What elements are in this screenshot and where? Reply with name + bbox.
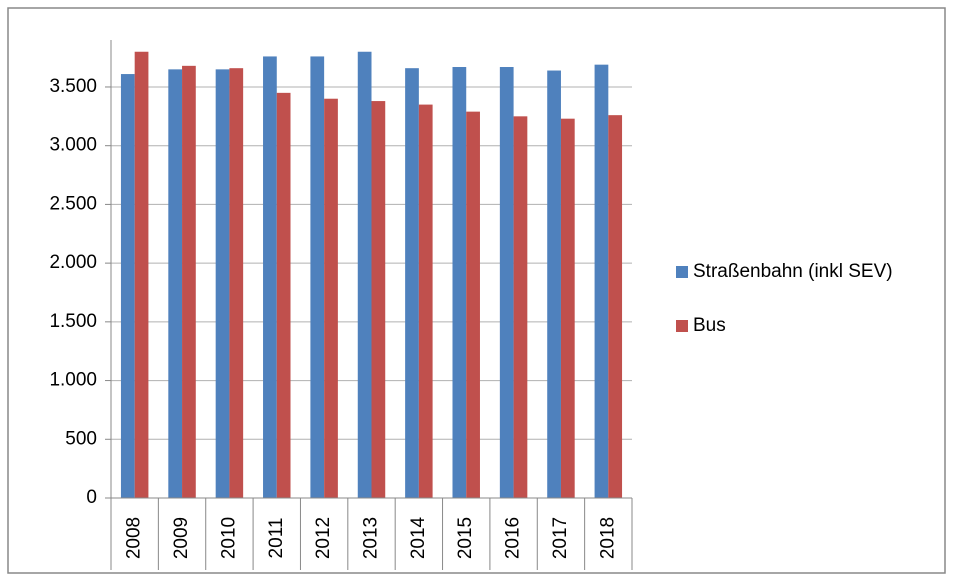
bar bbox=[513, 116, 528, 498]
bar bbox=[215, 69, 230, 498]
x-tick-label: 2011 bbox=[266, 518, 287, 559]
bar bbox=[466, 111, 480, 498]
y-tick-label: 1.000 bbox=[49, 370, 97, 391]
bar bbox=[560, 118, 575, 498]
x-tick-label: 2018 bbox=[597, 517, 618, 559]
bar bbox=[134, 51, 149, 498]
bar bbox=[371, 101, 386, 499]
y-tick-label: 2.500 bbox=[49, 193, 97, 214]
x-tick-label: 2010 bbox=[218, 517, 239, 559]
bar bbox=[452, 67, 467, 498]
x-tick-label: 2013 bbox=[361, 517, 382, 559]
legend-label: Straßenbahn (inkl SEV) bbox=[693, 261, 893, 282]
bar bbox=[357, 51, 372, 498]
bar bbox=[608, 115, 623, 499]
x-tick-label: 2009 bbox=[171, 517, 192, 559]
y-tick-label: 500 bbox=[65, 428, 97, 449]
bar bbox=[182, 65, 196, 498]
x-tick-label: 2015 bbox=[455, 517, 476, 559]
bar bbox=[276, 92, 291, 498]
bar bbox=[405, 68, 419, 498]
bar bbox=[263, 56, 277, 498]
x-tick-label: 2016 bbox=[503, 517, 524, 559]
bar bbox=[499, 67, 514, 498]
bar bbox=[310, 56, 325, 498]
y-tick-label: 3.000 bbox=[49, 135, 97, 156]
bar bbox=[547, 70, 561, 499]
bar bbox=[120, 74, 135, 499]
bar bbox=[168, 69, 183, 498]
x-tick-label: 2017 bbox=[550, 517, 571, 559]
bar bbox=[324, 98, 338, 498]
y-tick-label: 2.000 bbox=[49, 252, 97, 273]
x-tick-label: 2008 bbox=[124, 517, 145, 559]
bar bbox=[418, 104, 433, 498]
legend-swatch bbox=[676, 266, 688, 278]
x-tick-label: 2014 bbox=[408, 516, 429, 559]
bar bbox=[594, 64, 609, 499]
bar bbox=[229, 68, 244, 498]
legend-swatch bbox=[676, 320, 688, 332]
x-tick-label: 2012 bbox=[313, 517, 334, 559]
legend-label: Bus bbox=[693, 315, 726, 336]
y-tick-label: 1.500 bbox=[49, 311, 97, 332]
y-tick-label: 0 bbox=[86, 487, 97, 508]
y-tick-label: 3.500 bbox=[49, 76, 97, 97]
